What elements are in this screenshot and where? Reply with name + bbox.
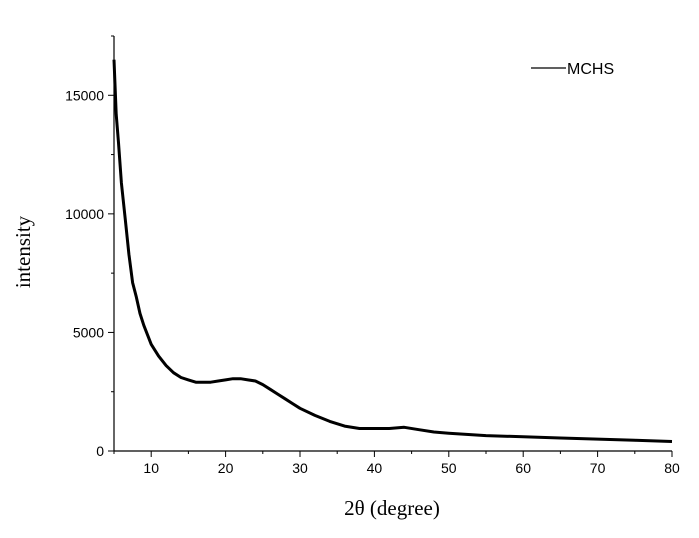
legend: MCHS — [531, 61, 614, 78]
y-tick-label: 15000 — [65, 87, 104, 103]
series-line-mchs — [112, 59, 673, 443]
x-tick-label: 20 — [218, 460, 234, 476]
x-tick-label: 10 — [143, 460, 159, 476]
x-tick-label: 80 — [664, 460, 680, 476]
legend-label-mchs: MCHS — [567, 61, 614, 78]
x-tick-label: 30 — [292, 460, 308, 476]
x-tick-label: 70 — [590, 460, 606, 476]
y-tick-label: 5000 — [73, 324, 104, 340]
y-tick-label: 0 — [96, 443, 104, 459]
y-ticks: 0 5000 10000 15000 — [65, 35, 114, 459]
y-tick-label: 10000 — [65, 206, 104, 222]
x-tick-label: 50 — [441, 460, 457, 476]
x-ticks: 10 20 30 40 50 60 70 80 — [113, 451, 680, 476]
x-tick-label: 40 — [367, 460, 383, 476]
y-axis-title: intensity — [11, 215, 35, 288]
x-axis-title: 2θ (degree) — [344, 496, 440, 520]
x-tick-label: 60 — [515, 460, 531, 476]
